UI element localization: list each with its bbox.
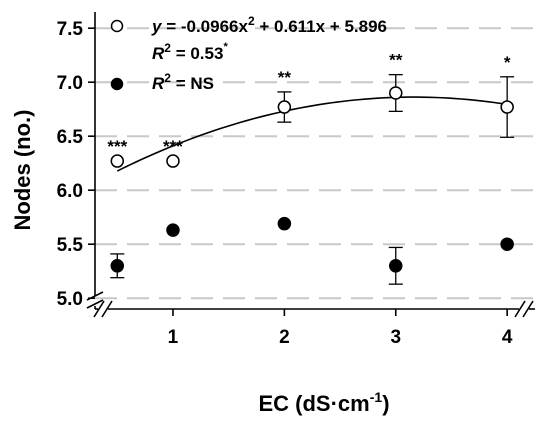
- y-tick-label: 5.0: [57, 289, 83, 310]
- data-point-open: [277, 100, 292, 114]
- legend-open-marker: [110, 19, 124, 33]
- y-tick-label: 7.0: [57, 73, 83, 94]
- legend-r2-filled: R2 = NS: [152, 71, 214, 93]
- data-point-filled: [110, 259, 125, 273]
- x-tick-label: 3: [390, 327, 401, 348]
- x-axis-break: [522, 300, 534, 318]
- legend-r2-open: R2 = 0.53*: [152, 41, 228, 63]
- y-tick-label: 7.5: [57, 19, 84, 40]
- significance-label: ***: [107, 137, 127, 156]
- legend-filled-marker: [110, 77, 124, 91]
- data-point-open: [389, 86, 403, 100]
- labels: 5.05.56.06.57.07.51 2 3 4*** ******* *: [57, 19, 513, 348]
- x-tick-label: 4: [502, 327, 513, 348]
- axes: [86, 12, 535, 318]
- data-point-filled: [389, 259, 403, 273]
- x-axis-title: EC (dS·cm-1): [258, 389, 389, 416]
- y-tick-label: 5.5: [57, 235, 84, 256]
- significance-label: ***: [163, 137, 183, 156]
- significance-label: *: [504, 53, 511, 72]
- data-points: [110, 73, 515, 285]
- data-point-filled: [500, 237, 514, 251]
- y-tick-label: 6.5: [57, 127, 84, 148]
- y-axis-title: Nodes (no.): [10, 110, 35, 231]
- x-tick-label: 1: [168, 327, 179, 348]
- fit-curve-layer: [116, 96, 508, 172]
- data-point-open: [110, 154, 125, 168]
- data-point-filled: [166, 223, 180, 237]
- y-axis-break: [86, 299, 104, 309]
- data-point-open: [166, 154, 180, 168]
- significance-label: **: [389, 51, 403, 70]
- x-tick-label: 2: [279, 327, 290, 348]
- data-point-filled: [277, 216, 292, 231]
- fit-curve: [116, 96, 508, 172]
- legend-equation: y = -0.0966x2 + 0.611x + 5.896: [151, 14, 387, 36]
- x-axis-break: [93, 300, 105, 318]
- data-point-open: [500, 100, 514, 114]
- x-axis-break: [514, 300, 526, 318]
- legend: y = -0.0966x2 + 0.611x + 5.896 R2 = 0.53…: [110, 14, 387, 93]
- x-axis-break: [101, 300, 113, 318]
- significance-label: **: [278, 68, 292, 87]
- y-tick-label: 6.0: [57, 181, 83, 202]
- grid-lines: [95, 27, 535, 300]
